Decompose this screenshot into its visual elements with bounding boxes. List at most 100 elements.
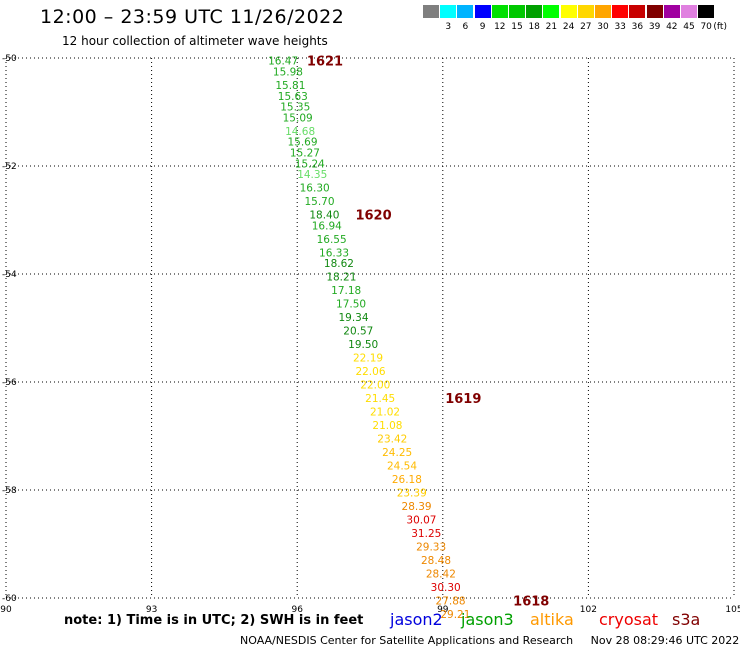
swh-value-label: 24.54 bbox=[387, 461, 417, 473]
scale-swatch bbox=[474, 5, 491, 18]
swh-value-label: 26.18 bbox=[392, 474, 422, 486]
scale-label: 27 bbox=[580, 22, 592, 32]
scale-swatch bbox=[681, 5, 697, 18]
swh-value-label: 22.00 bbox=[360, 380, 390, 392]
swh-value-label: 21.02 bbox=[370, 407, 400, 419]
footer-note-row: note: 1) Time is in UTC; 2) SWH is in fe… bbox=[0, 610, 740, 634]
credit-line: NOAA/NESDIS Center for Satellite Applica… bbox=[240, 634, 739, 647]
swh-value-label: 29.33 bbox=[416, 542, 446, 554]
scale-label: 45 bbox=[683, 22, 695, 32]
swh-value-label: 29.21 bbox=[440, 609, 470, 621]
scale-swatch bbox=[509, 5, 525, 18]
credit-org: NOAA/NESDIS Center for Satellite Applica… bbox=[240, 634, 574, 647]
pass-time-label: 1621 bbox=[307, 55, 343, 70]
x-tick-label: 96 bbox=[291, 605, 303, 615]
swh-value-label: 31.25 bbox=[411, 528, 441, 540]
x-tick-label: 99 bbox=[437, 605, 449, 615]
scale-label: 30 bbox=[597, 22, 609, 32]
scale-label: 12 bbox=[494, 22, 506, 32]
scale-label: 70 bbox=[700, 22, 712, 32]
scale-swatch bbox=[698, 5, 715, 18]
x-tick-label: 102 bbox=[580, 605, 597, 615]
scale-swatch bbox=[595, 5, 611, 18]
footer-note: note: 1) Time is in UTC; 2) SWH is in fe… bbox=[64, 613, 364, 628]
swh-value-label: 20.57 bbox=[343, 326, 373, 338]
x-tick-label: 90 bbox=[0, 605, 12, 615]
scale-label: 21 bbox=[545, 22, 558, 32]
swh-value-label: 15.98 bbox=[273, 67, 303, 79]
scale-label: 6 bbox=[462, 22, 469, 32]
swh-value-label: 19.50 bbox=[348, 339, 378, 351]
swh-value-label: 15.27 bbox=[290, 148, 320, 160]
swh-value-label: 19.34 bbox=[338, 312, 368, 324]
y-tick-label: -60 bbox=[2, 594, 17, 604]
swh-value-label: 16.47 bbox=[268, 56, 298, 68]
swh-value-label: 15.09 bbox=[283, 112, 313, 124]
scale-swatch bbox=[663, 5, 680, 18]
swh-value-label: 28.39 bbox=[402, 501, 432, 513]
swh-value-label: 16.55 bbox=[317, 234, 347, 246]
scale-swatch bbox=[526, 5, 543, 18]
x-tick-label: 93 bbox=[146, 605, 157, 615]
swh-value-label: 14.68 bbox=[285, 126, 315, 138]
scale-swatch bbox=[440, 5, 457, 18]
swh-value-label: 18.21 bbox=[326, 272, 356, 284]
swh-value-label: 21.45 bbox=[365, 393, 395, 405]
swh-value-label: 23.39 bbox=[397, 488, 427, 500]
pass-time-label: 1620 bbox=[355, 209, 391, 224]
swh-value-label: 22.06 bbox=[355, 366, 385, 378]
swh-value-label: 15.24 bbox=[295, 158, 325, 170]
legend-cryosat: cryosat bbox=[599, 610, 659, 629]
scale-swatch bbox=[491, 5, 508, 18]
scale-swatch bbox=[612, 5, 629, 18]
swh-value-label: 15.70 bbox=[304, 196, 334, 208]
legend-altika: altika bbox=[530, 610, 574, 629]
swh-value-label: 21.08 bbox=[372, 420, 402, 432]
credit-time: Nov 28 08:29:46 UTC 2022 bbox=[590, 634, 740, 647]
swh-value-label: 16.94 bbox=[312, 220, 342, 232]
scale-label: 33 bbox=[614, 22, 626, 32]
scale-swatch bbox=[457, 5, 474, 18]
scale-swatch bbox=[646, 5, 663, 18]
scale-swatch bbox=[629, 5, 646, 18]
y-tick-label: -54 bbox=[2, 270, 17, 280]
scale-swatch bbox=[543, 5, 560, 18]
scale-label: 42 bbox=[666, 22, 678, 32]
y-tick-label: -56 bbox=[2, 378, 17, 388]
swh-value-label: 18.62 bbox=[324, 258, 354, 270]
scale-label: 24 bbox=[562, 22, 575, 32]
scale-swatch bbox=[560, 5, 577, 18]
pass-time-label: 1618 bbox=[513, 595, 549, 610]
legend-jason2: jason2 bbox=[390, 610, 443, 629]
y-tick-label: -50 bbox=[2, 54, 17, 64]
scale-label: 18 bbox=[528, 22, 540, 32]
scale-unit: (ft) bbox=[713, 22, 727, 32]
y-tick-label: -58 bbox=[2, 486, 17, 496]
swh-value-label: 15.69 bbox=[287, 137, 317, 149]
swh-value-label: 24.25 bbox=[382, 447, 412, 459]
swh-value-label: 28.42 bbox=[426, 569, 456, 581]
swh-value-label: 15.81 bbox=[275, 80, 305, 92]
swh-value-label: 28.48 bbox=[421, 555, 451, 567]
legend-s3a: s3a bbox=[672, 610, 701, 629]
swh-value-label: 18.40 bbox=[309, 210, 339, 222]
scale-swatch bbox=[423, 5, 439, 18]
scale-label: 15 bbox=[511, 22, 523, 32]
swh-value-label: 17.50 bbox=[336, 299, 366, 311]
swh-value-label: 15.35 bbox=[280, 102, 310, 114]
scale-swatch bbox=[577, 5, 594, 18]
swh-value-label: 30.07 bbox=[406, 515, 436, 527]
swh-value-label: 23.42 bbox=[377, 434, 407, 446]
swh-value-label: 27.88 bbox=[436, 596, 466, 608]
pass-time-label: 1619 bbox=[445, 392, 481, 407]
scale-label: 9 bbox=[479, 22, 486, 32]
swh-value-label: 30.30 bbox=[431, 582, 461, 594]
swh-value-label: 22.19 bbox=[353, 353, 383, 365]
map-subtitle: 12 hour collection of altimeter wave hei… bbox=[62, 34, 328, 48]
swh-value-label: 15.63 bbox=[278, 91, 308, 103]
scale-label: 36 bbox=[631, 22, 644, 32]
swh-value-label: 16.30 bbox=[300, 183, 330, 195]
swh-value-label: 16.33 bbox=[319, 247, 349, 259]
scale-label: 3 bbox=[445, 22, 452, 32]
